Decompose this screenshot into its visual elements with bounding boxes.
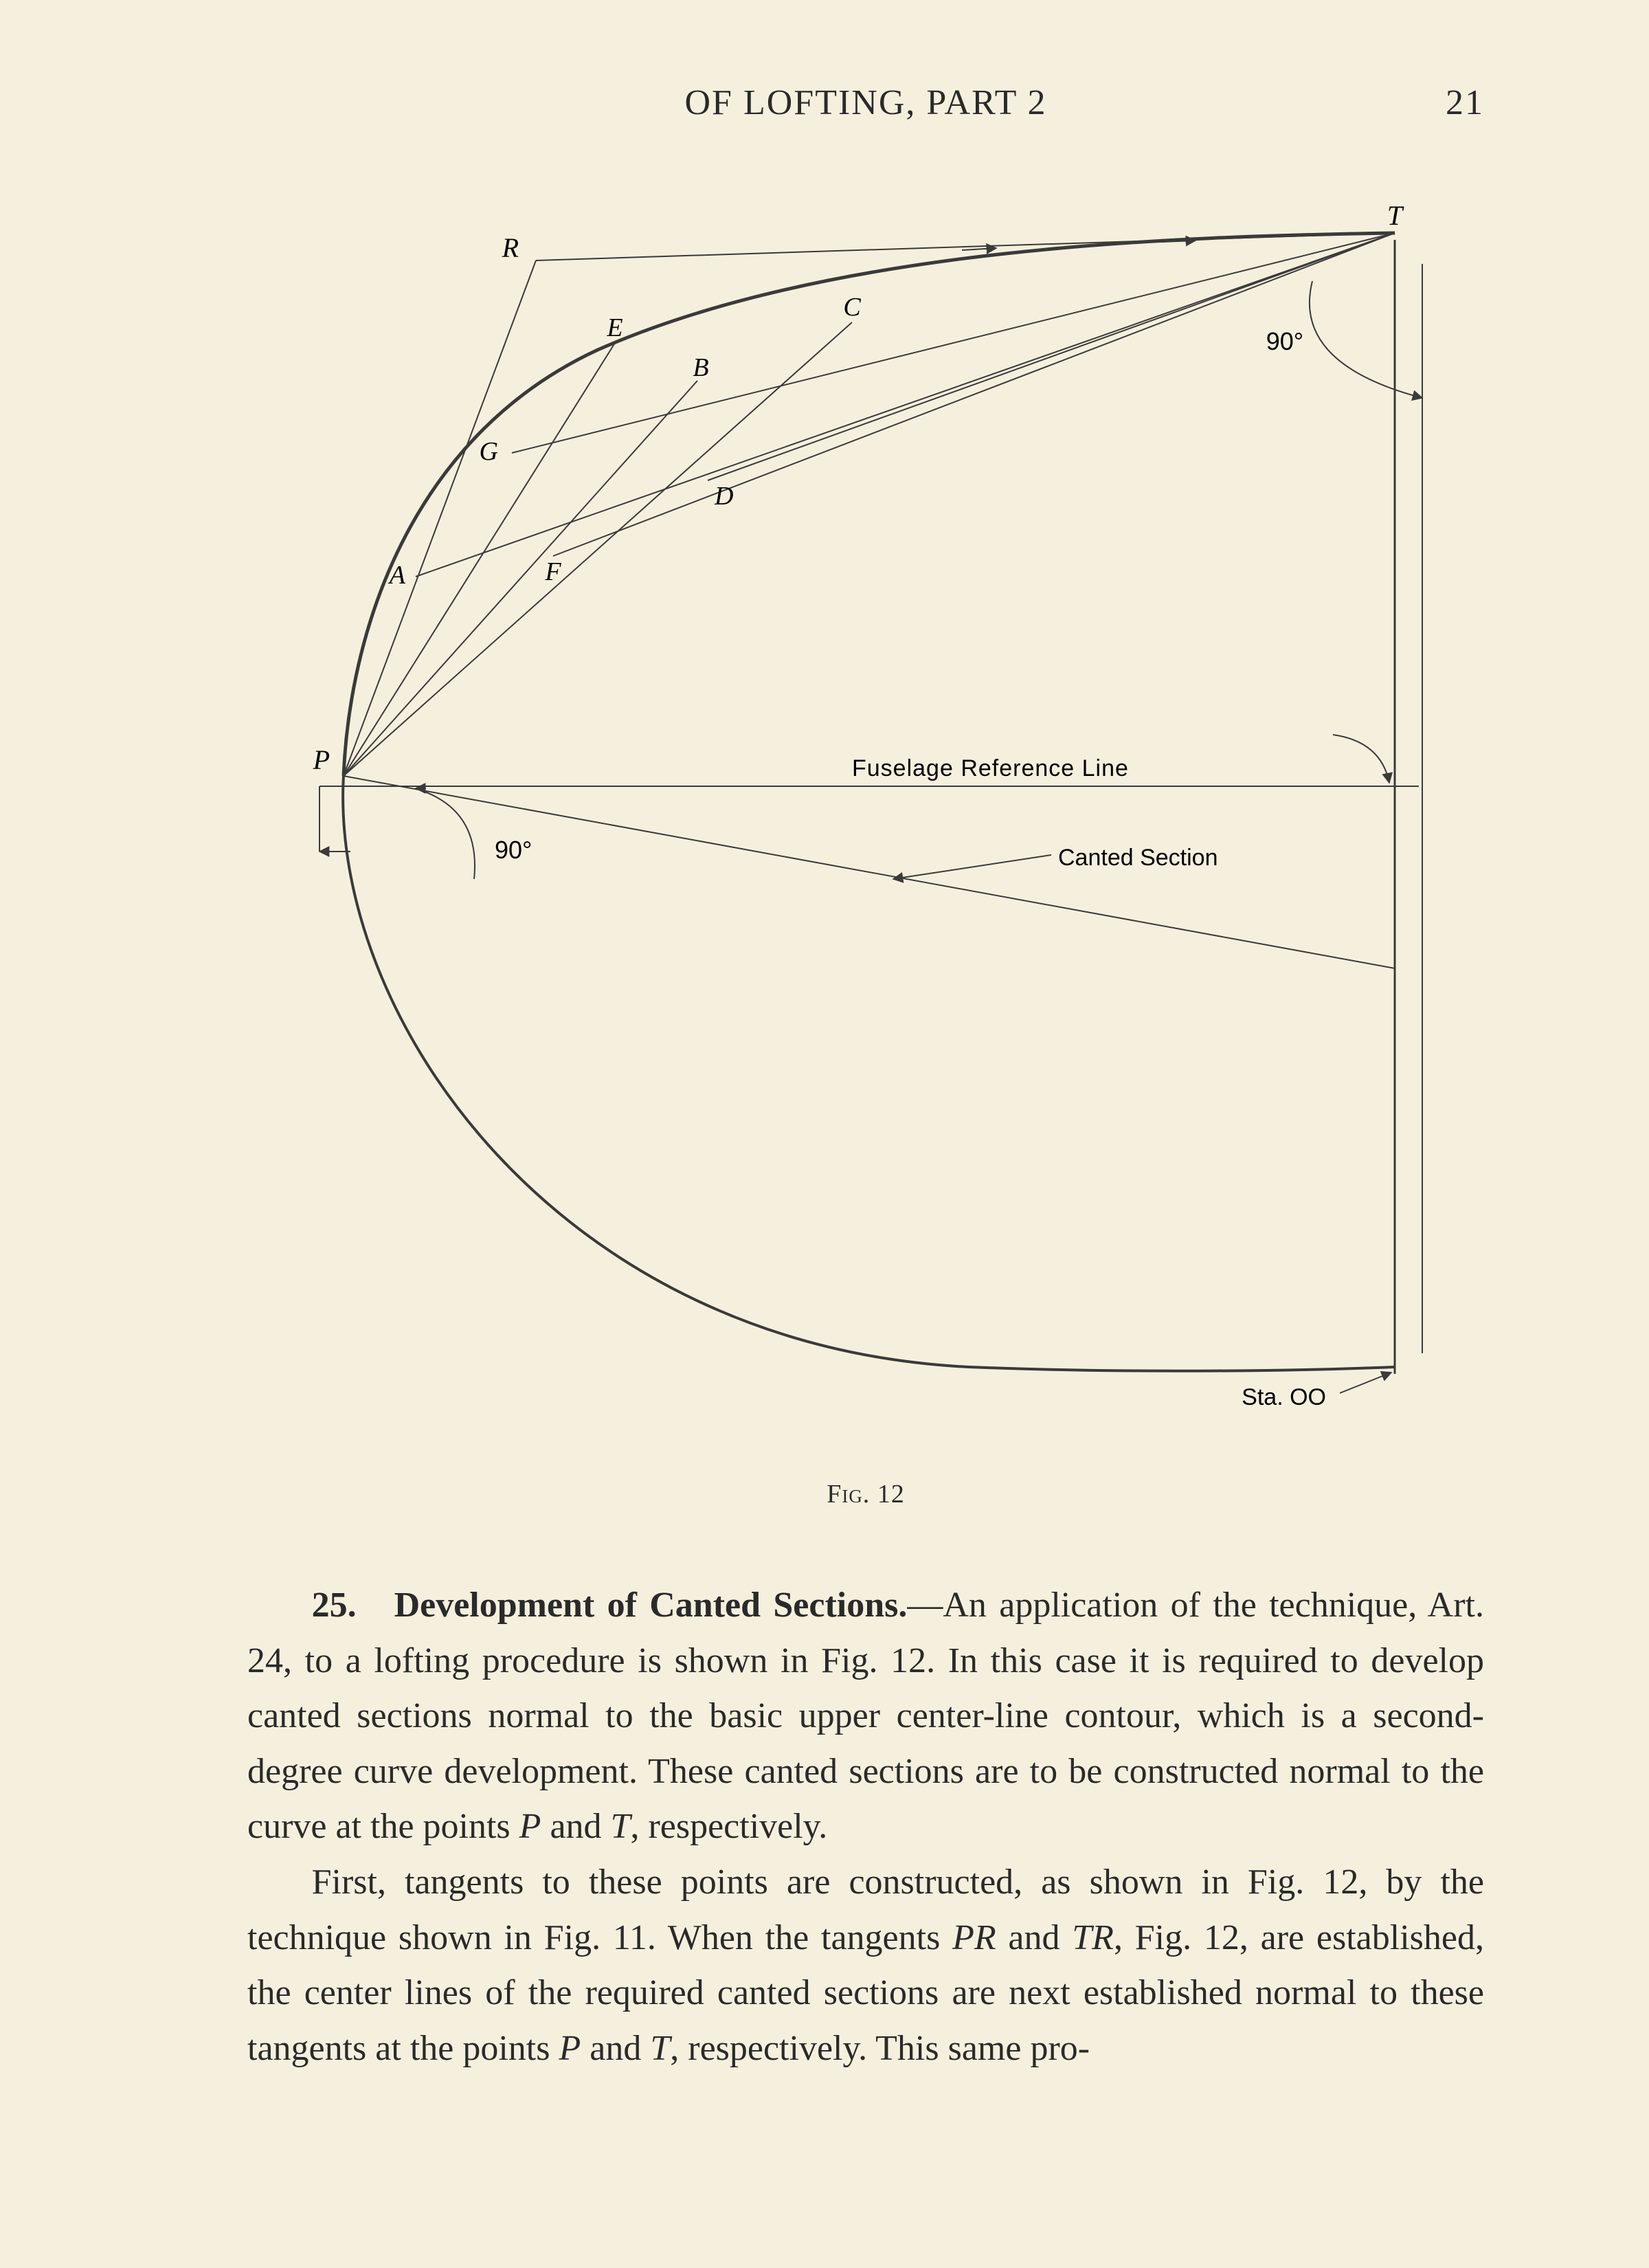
label-D: D <box>714 482 733 511</box>
p2-e: , respectively. This same pro- <box>670 2029 1090 2068</box>
label-G: G <box>480 437 498 466</box>
line-P-E <box>344 343 615 776</box>
tangent-TR <box>536 233 1395 260</box>
figure-caption-prefix: Fig. <box>827 1480 870 1509</box>
lower-contour-curve <box>343 776 1395 1371</box>
running-head: OF LOFTING, PART 2 21 <box>247 82 1484 123</box>
page: OF LOFTING, PART 2 21 <box>0 0 1649 2268</box>
tick-upper-a <box>962 248 996 250</box>
figure-caption: Fig. 12 <box>282 1479 1450 1509</box>
ninety-arc-P <box>419 790 475 879</box>
line-P-C <box>344 322 852 776</box>
label-canted: Canted Section <box>1058 845 1218 871</box>
label-frl: Fuselage Reference Line <box>852 755 1129 781</box>
label-C: C <box>843 293 861 322</box>
p2-b: and <box>996 1918 1073 1957</box>
label-T: T <box>1387 200 1404 231</box>
p2-PR: PR <box>952 1918 996 1957</box>
line-T-D <box>708 233 1395 480</box>
figure-svg: T R E C B G D F A P 90° 90° Fuselage Ref… <box>282 192 1450 1463</box>
canted-leader <box>893 855 1051 879</box>
tangent-PR <box>344 260 536 776</box>
running-title: OF LOFTING, PART 2 <box>685 83 1047 122</box>
label-F: F <box>544 557 561 586</box>
p2-TR: TR <box>1072 1918 1114 1957</box>
p1-tail: , respectively. <box>630 1807 827 1846</box>
p1-and: and <box>541 1807 610 1846</box>
paragraph-first-tangents: First, tangents to these points are cons… <box>247 1855 1484 2076</box>
canted-section-line <box>344 776 1395 968</box>
page-number: 21 <box>1446 82 1484 123</box>
label-B: B <box>693 353 708 382</box>
line-T-G <box>512 233 1395 453</box>
p1-T: T <box>611 1807 631 1846</box>
section-heading: Development of Canted Sections. <box>394 1586 908 1625</box>
label-90-top: 90° <box>1266 327 1303 355</box>
figure-12: T R E C B G D F A P 90° 90° Fuselage Ref… <box>282 192 1450 1509</box>
label-R: R <box>502 232 519 263</box>
line-T-A <box>416 233 1395 577</box>
paragraph-25: 25. Development of Canted Sections.—An a… <box>247 1578 1484 1855</box>
line-T-F <box>553 233 1395 556</box>
figure-caption-number: 12 <box>877 1480 905 1509</box>
frl-leader <box>1333 735 1389 783</box>
label-P: P <box>313 744 330 775</box>
label-E: E <box>606 313 622 342</box>
body-text: 25. Development of Canted Sections.—An a… <box>247 1578 1484 2076</box>
p1-P: P <box>519 1807 541 1846</box>
p2-P: P <box>559 2029 581 2068</box>
p2-d: and <box>581 2029 650 2068</box>
label-A: A <box>388 561 406 590</box>
p2-T: T <box>650 2029 670 2068</box>
ninety-arc-T <box>1310 281 1422 398</box>
label-sta: Sta. OO <box>1242 1384 1326 1410</box>
upper-contour-curve <box>344 233 1395 776</box>
label-90-left: 90° <box>495 836 532 864</box>
section-number: 25. <box>312 1586 357 1625</box>
sta-leader <box>1340 1372 1391 1393</box>
